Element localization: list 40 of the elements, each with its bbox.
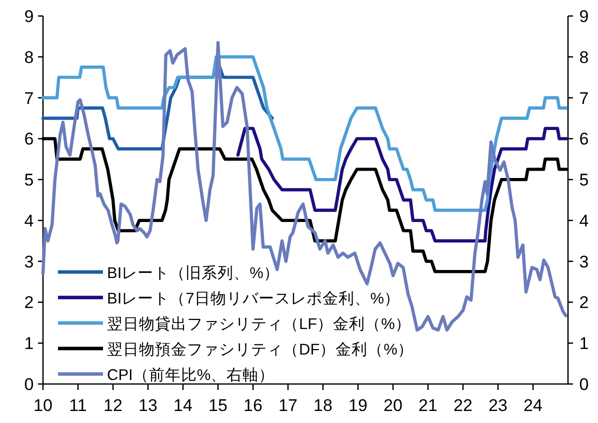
y-tick-label: 0 — [24, 375, 34, 394]
x-tick-label: 20 — [384, 396, 402, 415]
legend-label: 翌日物預金ファシリティ（DF）金利（%） — [107, 340, 414, 358]
y2-tick-label: 6 — [579, 130, 589, 149]
y-tick-label: 3 — [24, 252, 34, 272]
legend-label: BIレート（旧系列、%） — [107, 264, 280, 282]
x-tick-label: 23 — [488, 396, 508, 415]
y2-tick-label: 7 — [579, 88, 589, 108]
legend-label: CPI（前年比%、右軸） — [107, 366, 275, 384]
y2-tick-label: 9 — [579, 7, 589, 26]
x-tick-label: 15 — [208, 396, 228, 415]
x-tick-label: 14 — [174, 396, 192, 415]
y2-tick-label: 4 — [579, 211, 589, 230]
y-tick-label: 6 — [24, 130, 34, 149]
x-tick-label: 21 — [418, 396, 438, 415]
y2-tick-label: 3 — [579, 252, 589, 272]
y-tick-label: 5 — [24, 170, 34, 190]
x-tick-label: 18 — [314, 396, 332, 415]
legend-label: 翌日物貸出ファシリティ（LF）金利（%） — [107, 315, 411, 333]
x-tick-label: 19 — [348, 396, 368, 415]
y2-tick-label: 0 — [579, 375, 589, 394]
x-tick-label: 24 — [524, 396, 542, 415]
x-tick-label: 12 — [104, 396, 122, 415]
x-tick-label: 13 — [138, 396, 158, 415]
x-tick-label: 11 — [69, 396, 87, 415]
y-tick-label: 2 — [24, 293, 34, 312]
y-tick-label: 4 — [24, 211, 34, 230]
x-tick-label: 10 — [34, 396, 52, 415]
y-tick-label: 1 — [24, 334, 34, 354]
y2-tick-label: 8 — [579, 48, 589, 67]
y2-tick-label: 5 — [579, 170, 589, 190]
x-tick-label: 16 — [244, 396, 262, 415]
x-tick-label: 22 — [454, 396, 472, 415]
x-tick-label: 17 — [278, 396, 298, 415]
y-tick-label: 9 — [24, 7, 34, 26]
y2-tick-label: 1 — [579, 334, 589, 354]
legend-label: BIレート（7日物リバースレポ金利、%） — [107, 290, 400, 308]
y2-tick-label: 2 — [579, 293, 589, 312]
y-tick-label: 7 — [24, 88, 34, 108]
y-tick-label: 8 — [24, 48, 34, 67]
